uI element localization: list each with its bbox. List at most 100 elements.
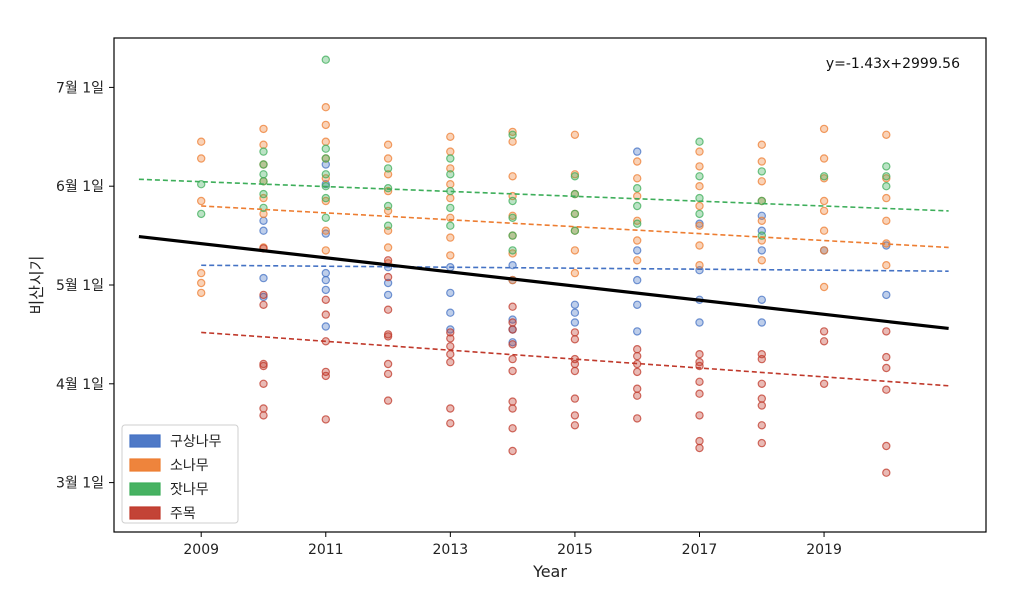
data-point xyxy=(695,241,704,250)
data-point xyxy=(508,315,517,324)
data-point xyxy=(259,273,268,283)
data-point xyxy=(757,318,767,327)
data-point xyxy=(819,379,829,388)
data-point xyxy=(570,359,580,369)
data-point xyxy=(695,221,704,230)
data-point xyxy=(446,233,455,242)
data-point xyxy=(508,325,517,334)
data-point xyxy=(633,183,642,193)
data-point xyxy=(882,130,891,139)
data-point xyxy=(633,219,642,228)
data-point xyxy=(383,332,393,341)
data-point xyxy=(196,209,206,219)
data-point xyxy=(882,172,891,181)
data-point xyxy=(321,415,330,424)
data-point xyxy=(570,335,580,344)
data-point xyxy=(633,256,642,265)
data-point xyxy=(633,351,642,361)
data-point xyxy=(570,394,580,403)
data-point xyxy=(383,164,393,173)
data-point xyxy=(757,256,767,265)
data-point xyxy=(757,177,767,186)
data-point xyxy=(446,288,455,298)
data-point xyxy=(383,359,393,369)
data-point xyxy=(819,206,829,216)
data-point xyxy=(633,216,642,225)
data-point xyxy=(508,340,517,349)
data-point xyxy=(196,154,206,163)
data-point xyxy=(259,300,268,309)
data-point xyxy=(446,193,455,203)
data-point xyxy=(570,328,580,337)
data-point xyxy=(508,366,517,376)
data-point xyxy=(508,318,517,327)
data-point xyxy=(757,216,767,225)
data-point xyxy=(383,201,393,211)
data-point xyxy=(633,147,642,156)
data-point xyxy=(695,181,704,191)
data-point xyxy=(882,327,891,336)
data-point xyxy=(819,124,829,134)
data-point xyxy=(819,226,829,235)
x-axis-title: Year xyxy=(532,562,567,581)
data-point xyxy=(819,196,829,206)
data-point xyxy=(321,55,330,64)
regression-annotation: y=-1.43x+2999.56 xyxy=(826,56,960,72)
x-tick-label: 2015 xyxy=(557,542,593,558)
data-point xyxy=(570,421,580,430)
data-point xyxy=(819,246,829,255)
data-point xyxy=(757,196,767,206)
data-point xyxy=(446,147,455,156)
data-point xyxy=(695,201,704,211)
data-point xyxy=(695,162,704,171)
legend-swatch xyxy=(129,506,161,520)
data-point xyxy=(757,394,767,403)
data-point xyxy=(446,132,455,141)
data-point xyxy=(882,352,891,362)
data-point xyxy=(757,295,767,304)
data-point xyxy=(196,278,206,288)
data-point xyxy=(757,167,767,176)
data-point xyxy=(446,342,455,351)
data-point xyxy=(633,414,642,423)
plot-frame xyxy=(113,37,987,533)
data-point xyxy=(321,322,330,331)
data-point xyxy=(383,243,393,252)
trend-line xyxy=(201,331,949,387)
trend-line xyxy=(201,264,949,272)
data-point xyxy=(196,196,206,206)
y-tick-label: 7월 1일 xyxy=(56,80,104,96)
data-point xyxy=(695,377,704,386)
data-point xyxy=(819,327,829,336)
data-point xyxy=(508,354,517,364)
data-point xyxy=(508,302,517,311)
data-point xyxy=(633,367,642,377)
data-point xyxy=(757,421,767,430)
data-point xyxy=(196,137,206,146)
data-point xyxy=(633,275,642,285)
data-point xyxy=(633,246,642,255)
data-point xyxy=(633,391,642,400)
data-point xyxy=(446,221,455,230)
data-point xyxy=(321,310,330,319)
data-point xyxy=(446,419,455,428)
data-point xyxy=(695,209,704,219)
data-point xyxy=(321,295,330,304)
overall-trend-line xyxy=(138,234,949,331)
data-point xyxy=(259,209,268,219)
data-point xyxy=(259,170,268,179)
data-point xyxy=(321,213,330,222)
data-point xyxy=(321,170,330,179)
chart-marks xyxy=(138,55,949,477)
data-point xyxy=(508,130,517,139)
y-tick-label: 4월 1일 xyxy=(56,377,104,393)
data-point xyxy=(446,179,455,189)
data-point xyxy=(383,396,393,405)
data-point xyxy=(882,468,891,477)
data-point xyxy=(570,308,580,317)
data-point xyxy=(508,172,517,181)
x-tick-label: 2009 xyxy=(183,542,219,558)
data-point xyxy=(882,216,891,225)
